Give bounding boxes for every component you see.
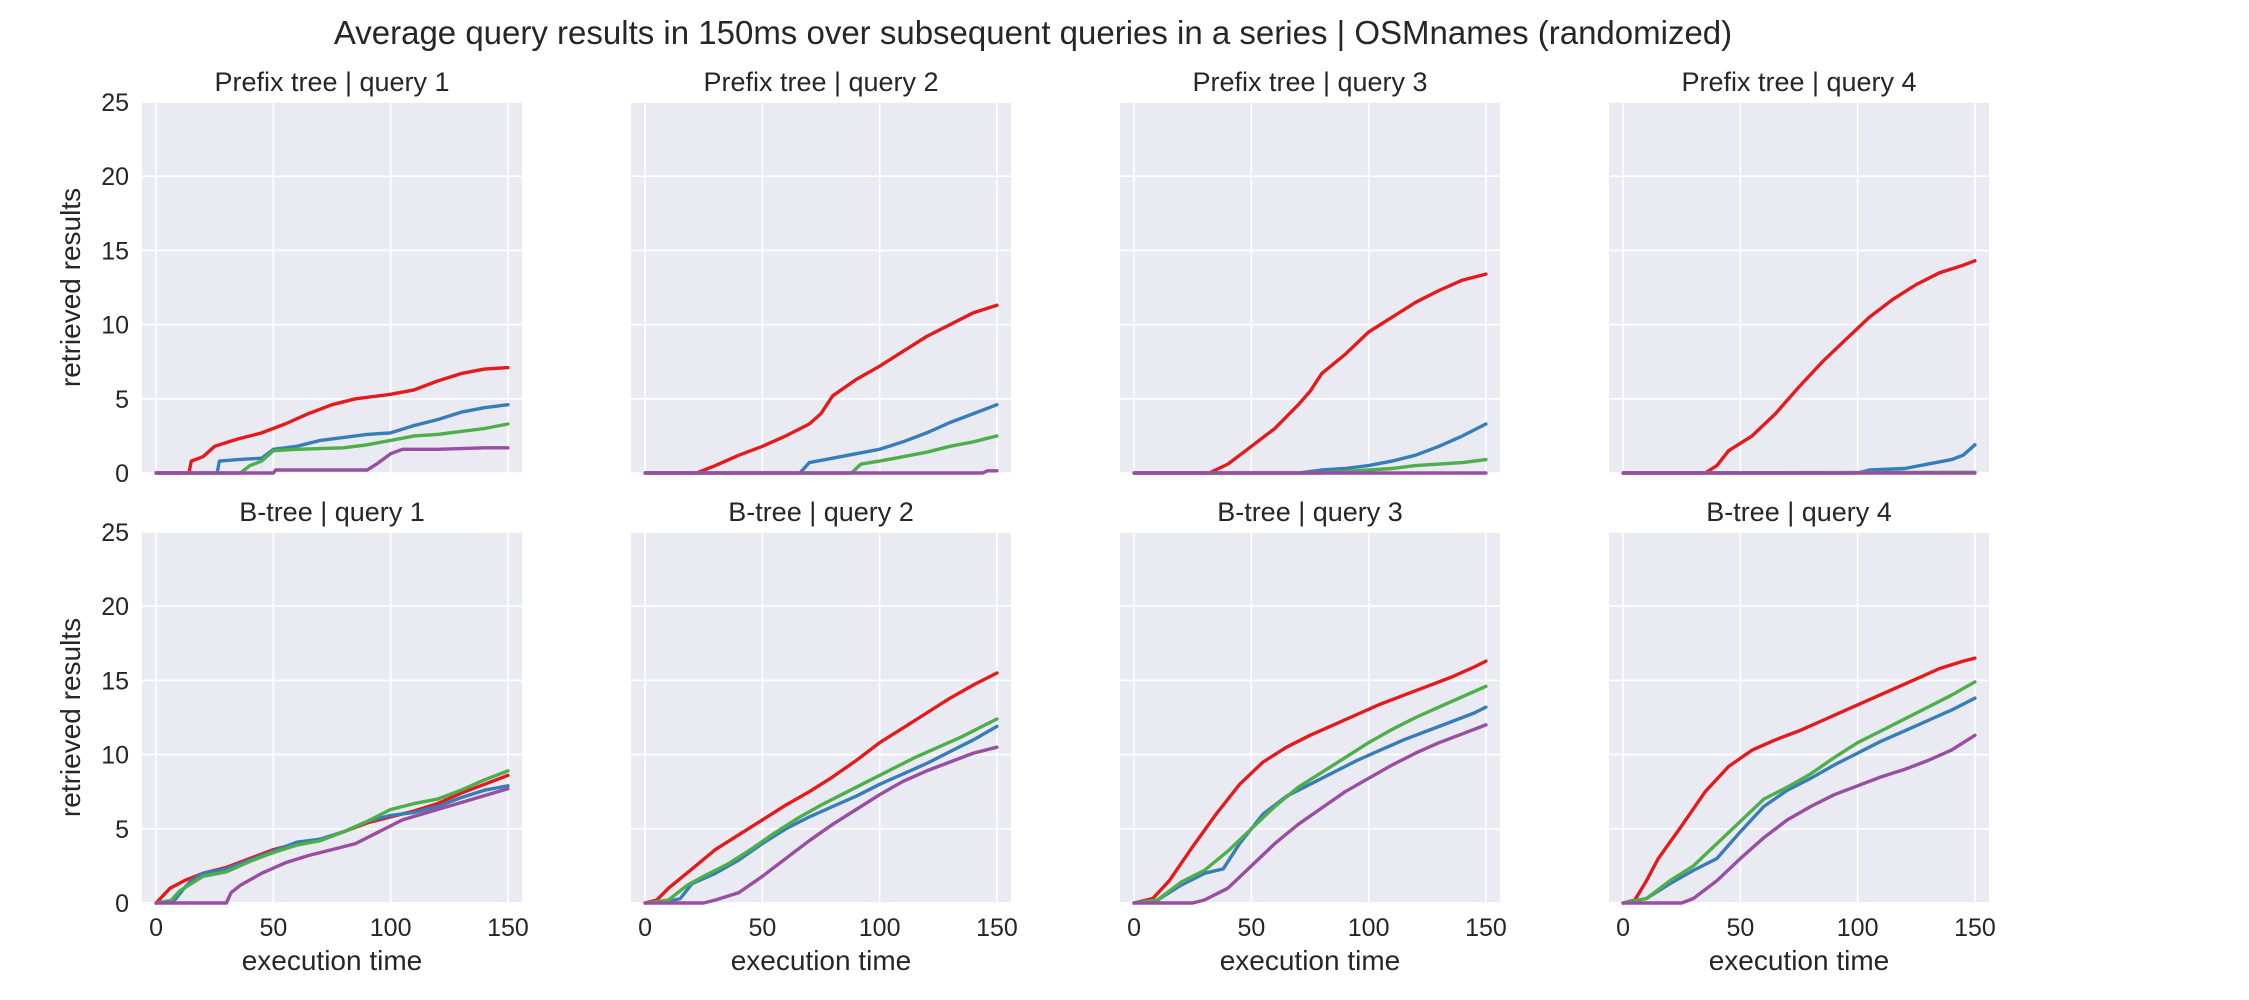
y-tick-label: 0	[115, 460, 129, 488]
series-line-4	[643, 469, 999, 475]
series-line-3	[1132, 684, 1488, 905]
subplot-title: Prefix tree | query 3	[1192, 67, 1427, 97]
series-line-2	[154, 403, 510, 475]
subplot-4: Prefix tree | query 4	[1609, 67, 1989, 475]
subplot-title: B-tree | query 2	[728, 497, 914, 527]
subplot-1: Prefix tree | query 1 0 5 10 15 20 25	[101, 67, 522, 488]
x-tick-label: 0	[638, 914, 652, 942]
subplot-title: B-tree | query 4	[1706, 497, 1892, 527]
series-line-3	[643, 434, 999, 475]
y-axis-label-bottom: retrieved results	[55, 618, 86, 817]
x-axis-label: execution time	[242, 945, 423, 976]
x-tick-label: 0	[149, 914, 163, 942]
plot-area	[1120, 102, 1500, 473]
subplot-5: B-tree | query 1 0 5 10 15 20 25 0 50 100 150 execu…	[101, 497, 529, 976]
y-tick-label: 10	[101, 742, 129, 770]
x-tick-label: 100	[1348, 914, 1390, 942]
x-tick-label: 100	[370, 914, 412, 942]
x-tick-label: 50	[1237, 914, 1265, 942]
series-line-1	[643, 671, 999, 905]
series-line-2	[1132, 705, 1488, 905]
x-axis-label: execution time	[1220, 945, 1401, 976]
x-tick-label: 150	[487, 914, 529, 942]
x-axis-label: execution time	[731, 945, 912, 976]
subplot-6: B-tree | query 2 0 50 100 150 execution time	[631, 497, 1018, 976]
x-tick-label: 50	[1726, 914, 1754, 942]
series-line-4	[1621, 733, 1977, 905]
subplot-title: Prefix tree | query 1	[214, 67, 449, 97]
x-tick-label: 150	[1465, 914, 1507, 942]
subplot-title: B-tree | query 1	[239, 497, 425, 527]
series-line-3	[643, 717, 999, 905]
x-axis-label: execution time	[1709, 945, 1890, 976]
plot-area	[1609, 102, 1989, 473]
series-line-2	[1621, 696, 1977, 905]
y-tick-label: 15	[101, 237, 129, 265]
y-axis-label-top: retrieved results	[55, 188, 86, 387]
series-line-4	[154, 446, 510, 475]
y-tick-label: 25	[101, 89, 129, 117]
series-line-2	[154, 784, 510, 905]
y-tick-label: 5	[115, 816, 129, 844]
series-line-2	[643, 724, 999, 905]
series-line-3	[1621, 680, 1977, 905]
series-line-1	[643, 303, 999, 475]
x-tick-label: 150	[976, 914, 1018, 942]
series-line-1	[1621, 259, 1977, 475]
series-line-4	[643, 745, 999, 905]
series-line-1	[1132, 272, 1488, 475]
series-line-3	[154, 422, 510, 475]
x-tick-label: 100	[1837, 914, 1879, 942]
series-line-2	[643, 403, 999, 475]
x-tick-label: 150	[1954, 914, 1996, 942]
series-line-1	[1132, 659, 1488, 905]
y-tick-label: 15	[101, 667, 129, 695]
y-tick-label: 25	[101, 519, 129, 547]
subplot-3: Prefix tree | query 3	[1120, 67, 1500, 475]
plot-area	[142, 102, 522, 473]
y-tick-label: 20	[101, 163, 129, 191]
subplot-8: B-tree | query 4 0 50 100 150 execution time	[1609, 497, 1996, 976]
x-tick-label: 50	[259, 914, 287, 942]
plot-area	[631, 532, 1011, 903]
y-tick-label: 10	[101, 312, 129, 340]
subplot-title: Prefix tree | query 4	[1681, 67, 1916, 97]
series-line-1	[1621, 656, 1977, 905]
y-tick-label: 5	[115, 386, 129, 414]
subplot-2: Prefix tree | query 2	[631, 67, 1011, 475]
series-line-4	[154, 787, 510, 905]
series-line-4	[1132, 723, 1488, 905]
plot-area	[631, 102, 1011, 473]
subplot-title: Prefix tree | query 2	[703, 67, 938, 97]
subplot-7: B-tree | query 3 0 50 100 150 execution time	[1120, 497, 1507, 976]
x-tick-label: 0	[1616, 914, 1630, 942]
x-tick-label: 0	[1127, 914, 1141, 942]
plot-area	[1120, 532, 1500, 903]
figure-title: Average query results in 150ms over subs…	[334, 14, 1732, 51]
x-tick-label: 100	[859, 914, 901, 942]
series-line-1	[154, 365, 510, 475]
y-tick-label: 0	[115, 890, 129, 918]
y-tick-label: 20	[101, 593, 129, 621]
subplot-title: B-tree | query 3	[1217, 497, 1403, 527]
series-line-3	[154, 769, 510, 905]
x-tick-label: 50	[748, 914, 776, 942]
plot-area	[142, 532, 522, 903]
